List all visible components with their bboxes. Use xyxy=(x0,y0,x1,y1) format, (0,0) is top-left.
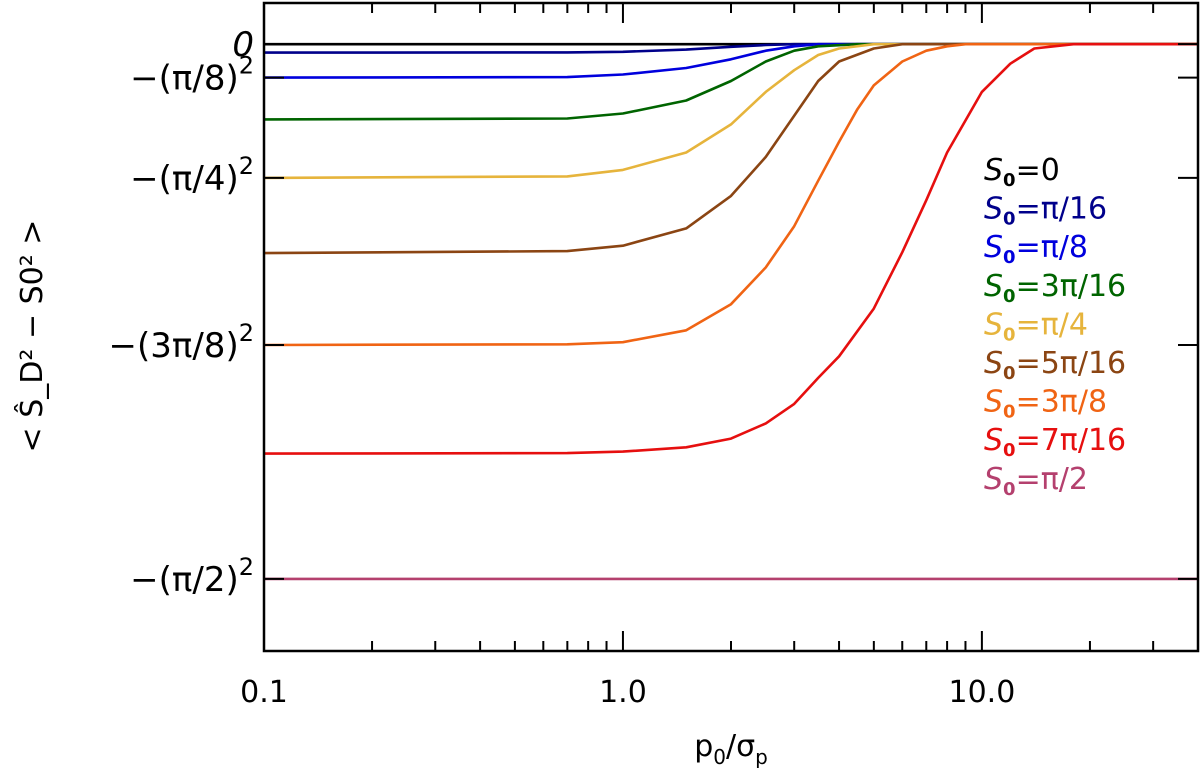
y-tick-label: −(3π/8)2 xyxy=(109,319,255,366)
series-line-3 xyxy=(263,42,1198,121)
y-tick-label: −(π/4)2 xyxy=(130,152,254,199)
legend-entry-2: S0=π/8 xyxy=(984,230,1088,268)
series-line-2 xyxy=(263,42,1198,79)
plot-frame xyxy=(262,1,1200,653)
x-tick-label: 1.0 xyxy=(599,675,647,710)
series-line-7 xyxy=(263,42,1198,455)
legend-entry-0: S0=0 xyxy=(984,153,1060,191)
legend-entry-4: S0=π/4 xyxy=(984,307,1088,345)
legend-entry-1: S0=π/16 xyxy=(984,192,1107,230)
series-line-1 xyxy=(263,42,1198,54)
y-tick-labels: 0−(π/8)2 −(π/4)2 −(3π/8)2 −(π/2)2 xyxy=(109,25,255,600)
x-axis-title: p0/σp xyxy=(694,729,768,768)
series-line-4 xyxy=(263,42,1198,180)
x-tick-label: 0.1 xyxy=(240,675,288,710)
legend: S0=0S0=π/16S0=π/8S0=3π/16S0=π/4S0=5π/16S… xyxy=(984,153,1126,500)
x-tick-labels: 0.1 1.0 10.0 xyxy=(240,675,1015,710)
y-tick-label: 0 xyxy=(232,25,254,65)
legend-entry-7: S0=7π/16 xyxy=(984,423,1126,461)
series-line-6 xyxy=(263,42,1198,347)
y-axis-title: < Ŝ_D² − S0² > xyxy=(13,220,50,453)
legend-entry-3: S0=3π/16 xyxy=(984,269,1126,307)
x-tick-label: 10.0 xyxy=(948,675,1015,710)
y-tick-label: −(π/8)2 xyxy=(130,52,254,99)
y-tick-label: −(π/2)2 xyxy=(130,553,254,600)
legend-entry-5: S0=5π/16 xyxy=(984,346,1126,384)
series-layer xyxy=(263,42,1198,581)
series-line-5 xyxy=(263,42,1198,255)
legend-entry-8: S0=π/2 xyxy=(984,462,1088,500)
tick-layer xyxy=(263,3,1199,651)
legend-entry-6: S0=3π/8 xyxy=(984,385,1107,423)
